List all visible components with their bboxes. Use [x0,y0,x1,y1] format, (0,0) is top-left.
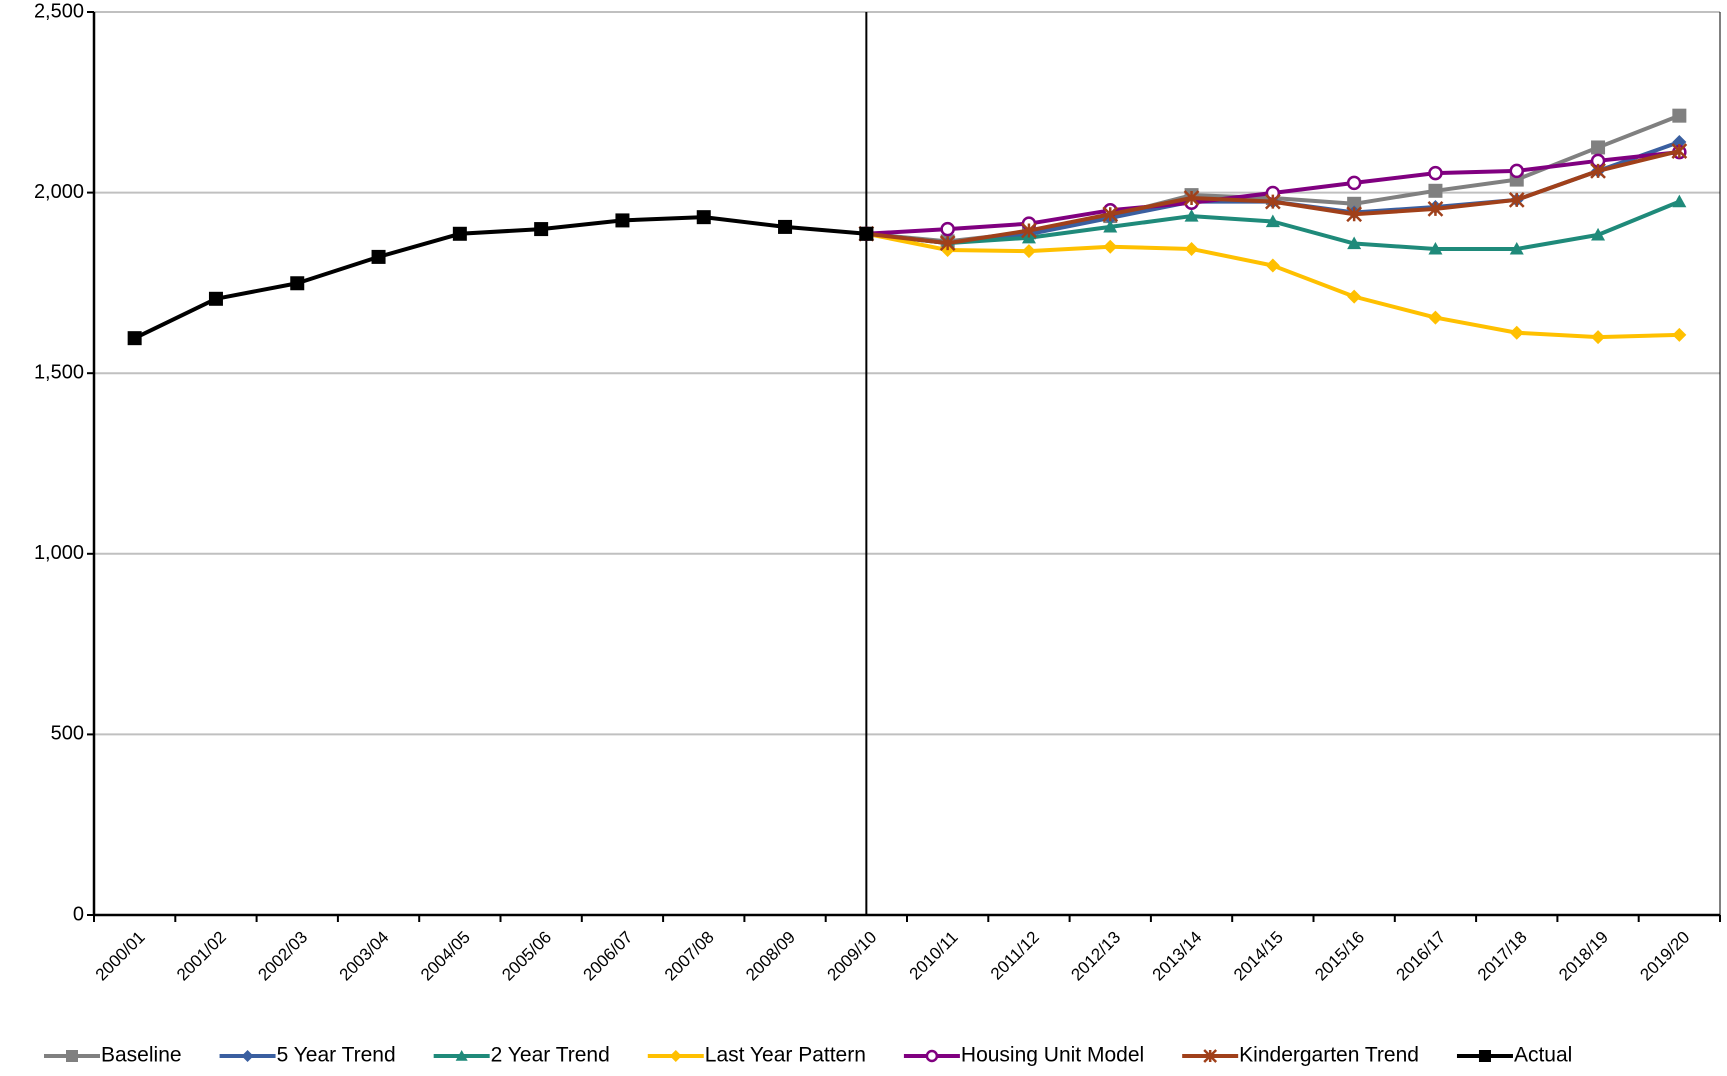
marker [241,1050,254,1062]
y-tick-label: 2,000 [34,181,84,203]
legend-label: 5 Year Trend [277,1044,396,1067]
marker [1347,196,1362,211]
legend-label: Baseline [101,1044,182,1067]
marker [615,213,630,228]
marker [1509,163,1524,179]
marker [208,291,223,306]
marker [1021,244,1036,259]
marker [859,226,874,241]
marker [1346,206,1363,223]
x-tick-label: 2012/13 [1067,928,1124,985]
marker [778,219,793,234]
marker [1102,206,1119,223]
marker [1184,241,1199,256]
marker [1590,163,1606,179]
marker [1184,209,1199,222]
x-tick-label: 2003/04 [336,928,393,985]
x-tick-label: 2001/02 [173,928,230,985]
marker [1509,241,1524,255]
marker [534,222,549,237]
marker [1478,1050,1491,1062]
marker [1347,289,1362,304]
marker [1428,241,1443,255]
marker [1346,175,1362,191]
x-tick-label: 2008/09 [742,928,799,985]
x-tick-label: 2007/08 [661,928,718,985]
x-tick-label: 2018/19 [1555,928,1612,985]
marker [1591,330,1606,345]
marker [1672,327,1687,342]
marker [1103,239,1118,254]
marker [940,221,955,237]
marker [1508,191,1525,208]
x-tick-label: 2013/14 [1149,928,1206,985]
marker [1672,135,1687,150]
marker [1183,190,1200,206]
marker [1428,165,1443,181]
x-tick-label: 2000/01 [92,928,149,985]
marker [1591,227,1606,241]
legend-label: Last Year Pattern [705,1044,866,1067]
marker [1103,219,1118,233]
legend-label: 2 Year Trend [491,1044,610,1067]
marker [696,210,711,225]
marker [1265,214,1280,228]
y-tick-label: 2,500 [34,0,84,22]
marker [1265,258,1280,273]
marker [1427,200,1444,217]
series-line [133,215,867,340]
marker [452,226,467,241]
x-tick-label: 2009/10 [823,928,880,985]
x-tick-label: 2005/06 [498,928,555,985]
x-tick-label: 2010/11 [906,928,962,984]
x-tick-label: 2015/16 [1311,928,1368,985]
marker [1428,310,1443,325]
legend-label: Actual [1514,1044,1572,1067]
marker [290,276,305,291]
marker [66,1050,78,1062]
y-tick-label: 0 [73,903,84,925]
x-tick-label: 2014/15 [1230,928,1287,985]
legend: Baseline 5 Year Trend 2 Year Trend Last Yea… [44,1044,1572,1067]
x-tick-label: 2011/12 [987,928,1043,984]
marker [1428,183,1443,198]
marker [925,1049,939,1063]
series-line [865,231,1680,340]
x-tick-label: 2017/18 [1474,928,1531,985]
x-tick-label: 2016/17 [1393,928,1450,985]
marker [1021,222,1037,239]
marker [1591,140,1606,155]
marker [1672,108,1687,123]
marker [1672,194,1687,208]
marker [669,1050,682,1062]
marker [455,1050,468,1061]
marker [1509,325,1524,340]
legend-label: Housing Unit Model [961,1044,1144,1067]
y-tick-label: 1,500 [34,361,84,383]
y-tick-label: 500 [51,723,84,745]
marker [127,331,142,346]
x-tick-label: 2006/07 [580,928,637,985]
marker [1264,193,1281,210]
marker [1347,236,1362,250]
marker [939,235,956,252]
y-tick-label: 1,000 [34,542,84,564]
x-tick-label: 2019/20 [1636,928,1693,985]
legend-label: Kindergarten Trend [1239,1044,1419,1067]
marker [1671,143,1688,159]
marker [1203,1049,1218,1063]
marker [371,249,386,264]
x-tick-label: 2002/03 [254,928,311,985]
x-tick-label: 2004/05 [417,928,474,985]
